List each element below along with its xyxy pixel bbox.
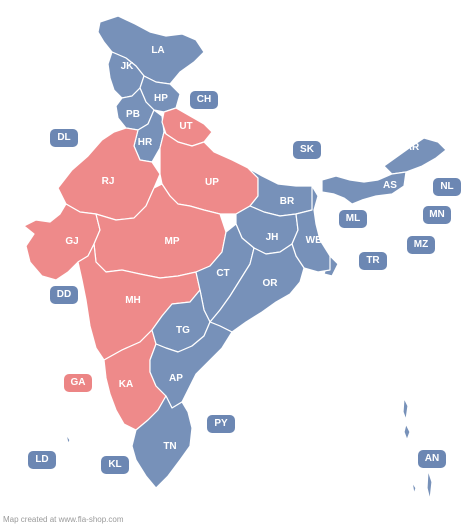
state-br[interactable] bbox=[247, 167, 319, 217]
region-badge-ld[interactable]: LD bbox=[28, 451, 56, 469]
island-shape bbox=[402, 397, 409, 421]
island-shape bbox=[411, 481, 417, 495]
region-badge-dd[interactable]: DD bbox=[50, 286, 78, 304]
region-badge-ml[interactable]: ML bbox=[339, 210, 367, 228]
region-badge-ga[interactable]: GA bbox=[64, 374, 92, 392]
state-or[interactable] bbox=[209, 243, 305, 333]
map-credit: Map created at www.fla-shop.com bbox=[3, 515, 124, 524]
region-badge-mz[interactable]: MZ bbox=[407, 236, 435, 254]
island-shape bbox=[403, 423, 411, 441]
state-as[interactable] bbox=[321, 171, 407, 205]
state-ap[interactable] bbox=[149, 321, 233, 409]
region-badge-py[interactable]: PY bbox=[207, 415, 235, 433]
state-ar[interactable] bbox=[383, 137, 447, 175]
region-badge-an[interactable]: AN bbox=[418, 450, 446, 468]
state-tn[interactable] bbox=[131, 395, 193, 489]
island-shape bbox=[65, 433, 71, 445]
island-shape bbox=[426, 469, 433, 501]
region-badge-dl[interactable]: DL bbox=[50, 129, 78, 147]
region-badge-tr[interactable]: TR bbox=[359, 252, 387, 270]
region-badge-sk[interactable]: SK bbox=[293, 141, 321, 159]
region-badge-nl[interactable]: NL bbox=[433, 178, 461, 196]
state-wb[interactable] bbox=[291, 185, 331, 273]
region-badge-ch[interactable]: CH bbox=[190, 91, 218, 109]
region-badge-kl[interactable]: KL bbox=[101, 456, 129, 474]
region-badge-mn[interactable]: MN bbox=[423, 206, 451, 224]
